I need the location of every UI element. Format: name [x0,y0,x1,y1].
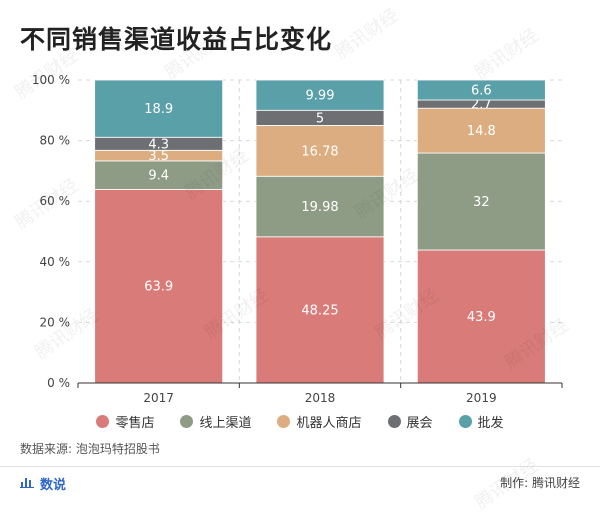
legend-item: 批发 [458,412,504,431]
bar-value-label: 5 [316,111,324,126]
x-tick-label: 2018 [305,391,336,405]
bar-segment [255,125,385,177]
bar-segment [416,79,546,101]
stacked-bar-chart: 0 % 20 % 40 % 60 % 80 % 100 % 63.9 9.4 3.54.3 18.… [32,73,563,405]
footer-credit: 制作: 腾讯财经 [500,476,580,490]
legend-label: 机器人商店 [296,416,362,431]
legend-item: 机器人商店 [277,412,362,431]
bar-value-label: 9.99 [306,89,335,104]
y-tick-label: 20 % [40,315,71,329]
bar-value-label: 19.98 [301,200,338,215]
legend-swatch [96,415,110,428]
legend-label: 展会 [406,416,433,431]
data-source: 数据来源: 泡泡玛特招股书 [20,442,160,456]
legend-item: 展会 [387,412,433,431]
legend-item: 线上渠道 [180,412,251,431]
legend-swatch [458,415,472,428]
bar-value-label: 2.7 [471,98,492,113]
y-tick-label: 100 % [32,73,70,87]
y-tick-label: 40 % [40,255,71,269]
bar-value-label: 14.8 [467,124,496,139]
bar-segment [255,175,385,238]
bar-value-label: 18.9 [144,102,173,117]
y-tick-label: 0 % [47,376,70,390]
bar-segment [416,107,546,154]
x-tick-label: 2017 [143,391,174,405]
bar-segment [255,236,385,384]
bar-value-label: 16.78 [301,144,338,159]
bar-value-label: 4.3 [148,137,169,152]
footer-brand-label: 数说 [40,478,67,493]
legend-swatch [277,415,291,428]
bar-segment [416,152,546,251]
x-tick-label: 2019 [466,391,497,405]
bar-value-label: 9.4 [148,169,169,184]
footer-brand: 数说 [20,474,66,493]
legend-label: 批发 [477,416,504,431]
bar-segment [416,249,546,384]
bar-value-label: 6.6 [471,83,492,98]
legend-item: 零售店 [96,412,154,431]
legend-swatch [180,415,194,428]
bar-segment [255,79,385,111]
chart-title: 不同销售渠道收益占比变化 [20,25,333,54]
bar-value-label: 63.9 [144,280,173,295]
bar-segment [94,79,224,138]
legend-swatch [387,415,401,428]
bar-value-label: 48.25 [301,303,338,318]
y-tick-label: 60 % [40,194,71,208]
bar-chart-icon [20,476,34,492]
chart-legend: 零售店 线上渠道 机器人商店 展会 批发 [0,412,600,431]
bar-value-label: 43.9 [467,310,496,325]
legend-label: 零售店 [115,416,155,431]
bar-value-label: 32 [473,195,490,210]
legend-label: 线上渠道 [199,416,252,431]
footer-divider [0,466,600,467]
y-tick-label: 80 % [40,134,71,148]
bar-value-label: 3.5 [148,149,169,164]
bar-segment [94,160,224,190]
